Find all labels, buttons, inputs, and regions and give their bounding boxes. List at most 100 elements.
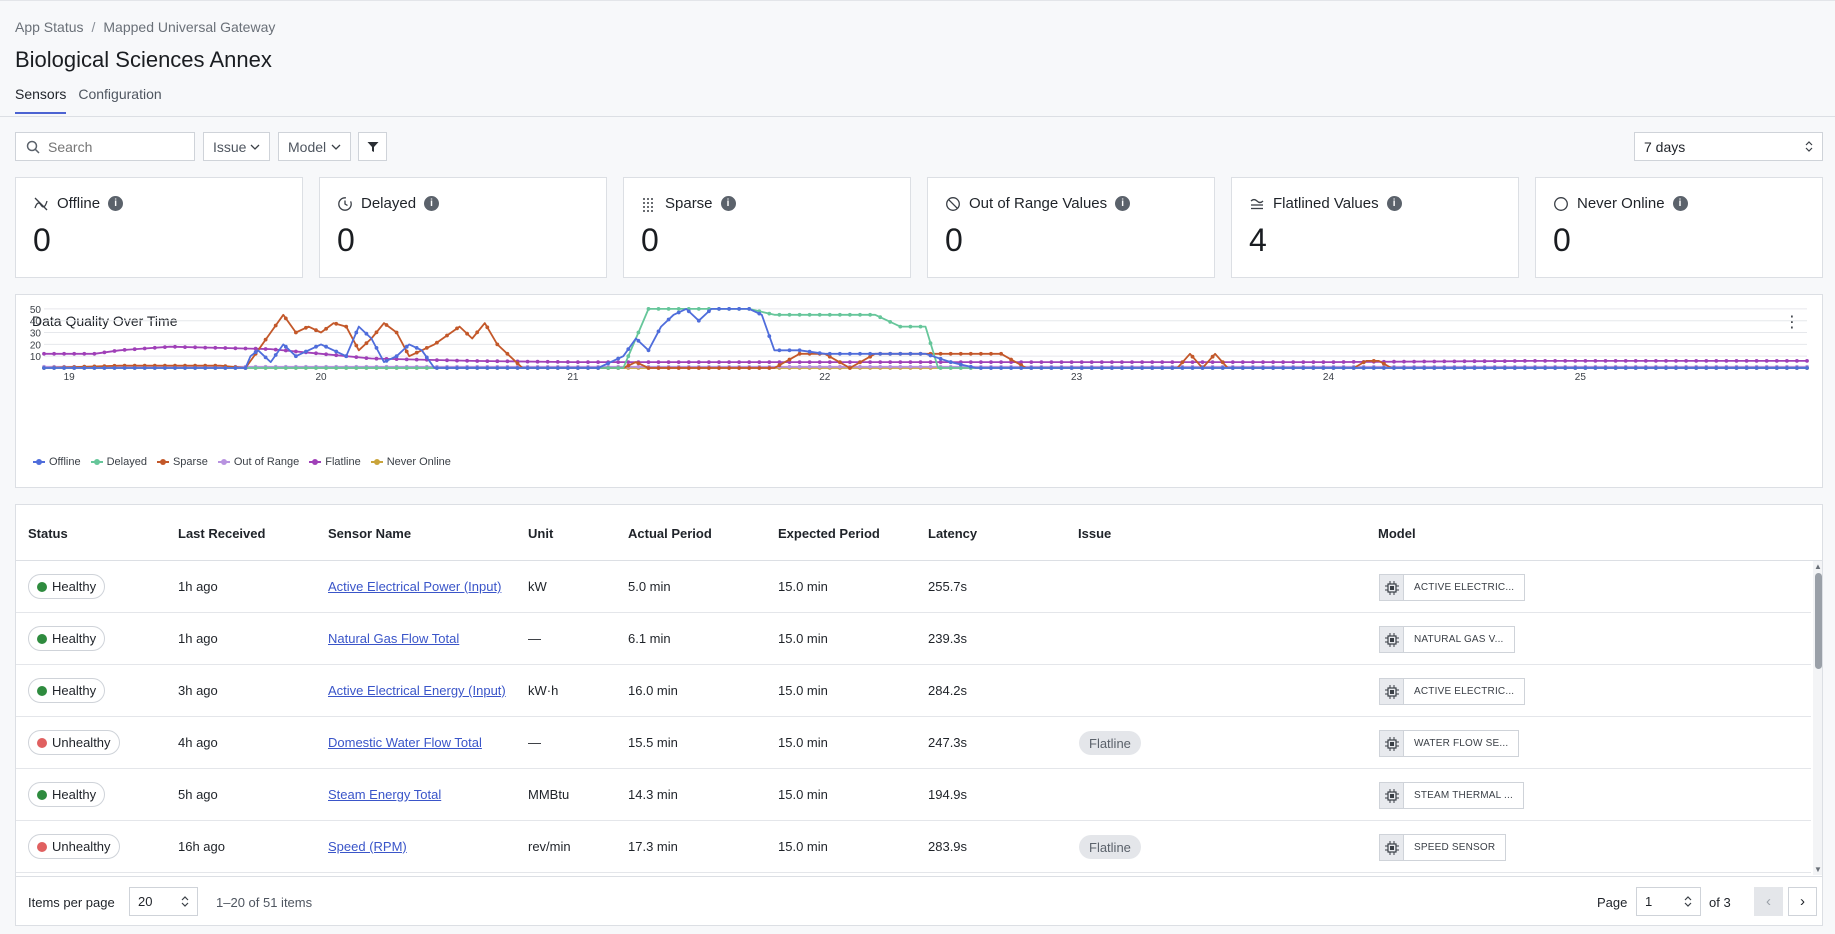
data-point [989, 366, 993, 370]
data-point [1291, 366, 1296, 370]
card-delayed[interactable]: Delayed i 0 [319, 177, 607, 278]
data-point [132, 366, 137, 370]
data-point [968, 364, 973, 369]
page-select[interactable]: 1 [1636, 887, 1701, 916]
model-badge[interactable]: STEAM THERMAL ... [1379, 782, 1524, 809]
column-header-model[interactable]: Model [1378, 526, 1416, 541]
cell-last: 1h ago [178, 631, 218, 646]
data-point [1382, 361, 1386, 366]
data-point [374, 330, 379, 335]
data-point [1110, 360, 1114, 364]
table-row[interactable]: Healthy 1h ago — 6.1 min 15.0 min 239.3s Natur… [16, 613, 1811, 665]
data-point [606, 366, 611, 370]
legend-item[interactable]: Offline [33, 456, 81, 468]
series-line [44, 308, 1807, 369]
column-header-expected-period[interactable]: Expected Period [778, 526, 880, 541]
data-point [827, 312, 832, 317]
column-header-latency[interactable]: Latency [928, 526, 978, 541]
sensor-name-link[interactable]: Active Electrical Power (Input) [328, 579, 502, 594]
table-row[interactable]: Healthy 5h ago MMBtu 14.3 min 15.0 min 194.9s… [16, 769, 1811, 821]
table-scrollbar[interactable]: ▲ ▼ [1813, 561, 1822, 875]
sensor-name-link[interactable]: Steam Energy Total [328, 787, 442, 802]
previous-page-button[interactable]: ‹ [1754, 887, 1783, 916]
card-never-online[interactable]: Never Online i 0 [1535, 177, 1823, 278]
info-icon[interactable]: i [1115, 196, 1131, 211]
table-row[interactable]: Unhealthy 16h ago rev/min 17.3 min 15.0 min 2… [16, 821, 1811, 873]
data-point [1563, 366, 1568, 370]
tab-configuration[interactable]: Configuration [78, 86, 162, 102]
data-point [122, 348, 127, 352]
legend-item[interactable]: Flatline [309, 456, 361, 468]
model-badge[interactable]: WATER FLOW SE... [1379, 730, 1520, 757]
time-range-select[interactable]: 7 days [1634, 132, 1823, 161]
info-icon[interactable]: i [1672, 196, 1688, 211]
legend-item[interactable]: Out of Range [217, 456, 299, 468]
column-header-sensor-name[interactable]: Sensor Name [328, 526, 412, 541]
info-icon[interactable]: i [424, 196, 440, 211]
table-row[interactable]: Healthy 3h ago kW·h 16.0 min 15.0 min 284.2s A… [16, 665, 1811, 717]
data-point [505, 351, 510, 356]
model-badge[interactable]: ACTIVE ELECTRIC... [1379, 678, 1526, 705]
model-badge[interactable]: SPEED SENSOR [1379, 834, 1507, 861]
data-point [1190, 360, 1195, 364]
data-point [948, 366, 953, 370]
data-point [1734, 359, 1739, 363]
search-input[interactable] [48, 138, 178, 155]
column-header-actual-period[interactable]: Actual Period [628, 526, 712, 541]
data-point [435, 358, 439, 362]
legend-item[interactable]: Sparse [156, 456, 208, 468]
data-point [243, 346, 248, 351]
card-flatlined[interactable]: Flatlined Values i 4 [1231, 177, 1519, 278]
filter-button[interactable] [358, 132, 387, 161]
data-point [586, 366, 590, 370]
legend-item[interactable]: Never Online [370, 456, 451, 468]
next-page-button[interactable]: › [1788, 887, 1817, 916]
search-box[interactable] [15, 132, 195, 161]
info-icon[interactable]: i [108, 196, 124, 211]
data-point [666, 366, 671, 370]
data-point [596, 360, 600, 364]
model-dropdown[interactable]: Model [278, 132, 351, 161]
card-offline[interactable]: Offline i 0 [15, 177, 303, 278]
more-options-icon[interactable]: ⋮ [1784, 314, 1800, 331]
table-header: Status Last Received Sensor Name Unit Ac… [16, 505, 1822, 561]
column-header-status[interactable]: Status [28, 526, 68, 541]
data-point [1694, 366, 1699, 370]
metric-cards: Offline i 0 Delayed i 0 Sparse i 0 Out o… [15, 177, 1823, 278]
data-point [1351, 360, 1356, 364]
legend-item[interactable]: Delayed [90, 456, 147, 468]
card-sparse[interactable]: Sparse i 0 [623, 177, 911, 278]
scrollbar-thumb[interactable] [1815, 573, 1822, 669]
column-header-last-received[interactable]: Last Received [178, 526, 266, 541]
sensor-name-link[interactable]: Natural Gas Flow Total [328, 631, 460, 646]
data-point [1271, 360, 1275, 364]
info-icon[interactable]: i [1386, 196, 1402, 211]
info-icon[interactable]: i [720, 196, 736, 211]
scroll-up-icon[interactable]: ▲ [1814, 562, 1822, 571]
column-header-issue[interactable]: Issue [1078, 526, 1112, 541]
scroll-down-icon[interactable]: ▼ [1814, 865, 1822, 874]
data-point [968, 351, 973, 356]
clock-icon [338, 196, 352, 211]
data-point [1704, 359, 1709, 363]
model-badge[interactable]: ACTIVE ELECTRIC... [1379, 574, 1526, 601]
cell-last: 1h ago [178, 579, 218, 594]
data-point [676, 360, 681, 364]
data-point [374, 366, 379, 370]
sensor-name-link[interactable]: Active Electrical Energy (Input) [328, 683, 506, 698]
model-badge[interactable]: NATURAL GAS V... [1379, 626, 1515, 653]
x-tick-label: 23 [1071, 372, 1083, 383]
breadcrumb-root[interactable]: App Status [15, 19, 84, 35]
table-row[interactable]: Unhealthy 4h ago — 15.5 min 15.0 min 247.3s Do… [16, 717, 1811, 769]
column-header-unit[interactable]: Unit [528, 526, 554, 541]
data-point [656, 307, 661, 311]
cell-last: 3h ago [178, 683, 218, 698]
issue-dropdown[interactable]: Issue [203, 132, 270, 161]
sensor-name-link[interactable]: Speed (RPM) [328, 839, 407, 854]
sensor-name-link[interactable]: Domestic Water Flow Total [328, 735, 482, 750]
table-row[interactable]: Healthy 1h ago kW 5.0 min 15.0 min 255.7s Acti… [16, 561, 1811, 613]
card-out-of-range[interactable]: Out of Range Values i 0 [927, 177, 1215, 278]
items-per-page-select[interactable]: 20 [129, 887, 198, 916]
data-point [1633, 359, 1638, 363]
tab-sensors[interactable]: Sensors [15, 86, 67, 114]
